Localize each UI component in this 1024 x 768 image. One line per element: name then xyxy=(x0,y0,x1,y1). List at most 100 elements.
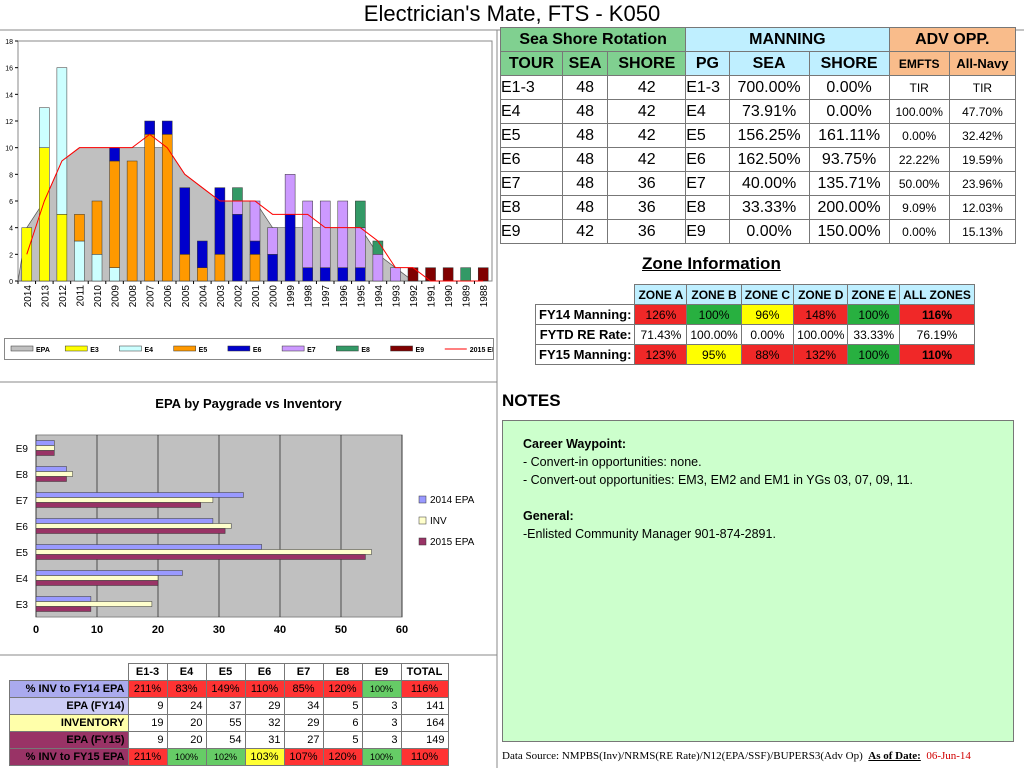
manning-cell: 93.75% xyxy=(808,147,890,172)
legend-swatch xyxy=(173,345,196,352)
bar-e5 xyxy=(74,214,85,242)
chart2-title: EPA by Paygrade vs Inventory xyxy=(155,396,342,411)
bar-e5 xyxy=(109,160,120,268)
inv-cell: 9 xyxy=(127,731,168,749)
inv-cell: 29 xyxy=(244,697,285,715)
bar-e6 xyxy=(284,214,296,282)
bar-e6 xyxy=(144,120,155,135)
manning-cell: 42 xyxy=(607,75,687,100)
zone-title: Zone Information xyxy=(642,254,781,273)
inv-cell: 3 xyxy=(361,731,402,749)
manning-cell: 42 xyxy=(607,99,687,124)
notes-line: - Convert-out opportunities: EM3, EM2 an… xyxy=(523,473,914,487)
manning-cell: 700.00% xyxy=(728,75,810,100)
x-tick-label: 2007 xyxy=(146,285,157,308)
inv-cell: 149% xyxy=(205,680,246,698)
col-manning-shore: SHORE xyxy=(808,51,890,76)
inv-row-label: % INV to FY15 EPA xyxy=(9,748,129,766)
inv-header: E6 xyxy=(244,663,285,681)
zone-cell: 100% xyxy=(847,304,901,325)
y-tick-label: E7 xyxy=(16,496,29,507)
y-tick-label: 6 xyxy=(9,199,13,206)
x-tick-label: 60 xyxy=(396,624,408,636)
zone-cell: 100% xyxy=(847,344,901,365)
x-tick-label: 1996 xyxy=(339,285,350,308)
inv-cell: 9 xyxy=(127,697,168,715)
y-tick-label: E5 xyxy=(16,548,29,559)
bar-e7 xyxy=(232,200,243,215)
bar-e5 xyxy=(91,200,103,255)
notes-line: - Convert-in opportunities: none. xyxy=(523,455,702,469)
manning-cell: 19.59% xyxy=(948,147,1017,172)
inv-header: TOTAL xyxy=(400,663,449,681)
bar-e6 xyxy=(337,267,349,282)
manning-cell: E4 xyxy=(500,99,563,124)
bar-2015-epa xyxy=(35,580,159,586)
y-tick-label: E3 xyxy=(16,600,29,611)
manning-cell: 9.09% xyxy=(888,195,950,220)
zone-cell: 148% xyxy=(793,304,849,325)
bar-e8 xyxy=(232,187,243,202)
y-tick-label: 2 xyxy=(9,252,13,259)
x-tick-label: 1989 xyxy=(462,285,473,308)
bar-e7 xyxy=(319,200,331,268)
data-source: Data Source: NMPBS(Inv)/NRMS(RE Rate)/N1… xyxy=(502,750,971,762)
col-emfts: EMFTS xyxy=(888,51,950,76)
x-tick-label: 1990 xyxy=(444,285,455,308)
x-tick-label: 50 xyxy=(335,624,347,636)
col-pg: PG xyxy=(685,51,730,76)
manning-cell: 48 xyxy=(561,123,609,148)
legend-swatch xyxy=(10,345,34,352)
manning-cell: E4 xyxy=(685,99,730,124)
manning-cell: 0.00% xyxy=(808,75,890,100)
manning-cell: E6 xyxy=(685,147,730,172)
y-tick-label: 14 xyxy=(5,92,13,99)
col-manning-sea: SEA xyxy=(728,51,810,76)
manning-cell: E6 xyxy=(500,147,563,172)
legend-swatch xyxy=(64,345,88,352)
x-tick-label: 1997 xyxy=(321,285,332,308)
chart1-legend: EPA E3 E4 E5 E6 E7 E8 E9 2015 EPA xyxy=(4,338,501,360)
x-tick-label: 1988 xyxy=(479,285,490,308)
bar-e6 xyxy=(267,254,278,282)
x-tick-label: 20 xyxy=(152,624,164,636)
inv-cell: 110% xyxy=(244,680,285,698)
bar-e8 xyxy=(372,240,384,255)
bar-e4 xyxy=(91,254,103,282)
x-tick-label: 1991 xyxy=(427,285,438,308)
inv-cell: 32 xyxy=(244,714,285,732)
bar-2014-epa xyxy=(35,570,183,576)
legend-label: E5 xyxy=(199,347,208,354)
manning-cell: 0.00% xyxy=(808,99,890,124)
x-tick-label: 1995 xyxy=(356,285,367,308)
bar-e6 xyxy=(109,147,120,162)
bar-e5 xyxy=(249,254,261,282)
bar-e7 xyxy=(302,200,313,268)
x-tick-label: 2008 xyxy=(128,285,139,308)
y-tick-label: 8 xyxy=(9,172,13,179)
inv-header: E9 xyxy=(361,663,402,681)
bar-e6 xyxy=(161,120,173,135)
col-shore: SHORE xyxy=(607,51,687,76)
inventory-table: E1-3 E4 E5 E6 E7 E8 E9 TOTAL % INV to FY… xyxy=(9,663,449,766)
manning-cell: 48 xyxy=(561,171,609,196)
inv-cell: 100% xyxy=(361,680,402,698)
bar-e7 xyxy=(249,200,261,242)
bar-e7 xyxy=(355,227,366,268)
zone-cell: 100.00% xyxy=(793,324,849,345)
notes-line: -Enlisted Community Manager 901-874-2891… xyxy=(523,527,776,541)
y-tick-label: E4 xyxy=(16,574,29,585)
zone-header-b: ZONE B xyxy=(686,284,742,305)
manning-cell: 162.50% xyxy=(728,147,810,172)
legend-swatch xyxy=(336,345,359,352)
bar-inv xyxy=(35,549,372,555)
bar-e8 xyxy=(460,267,471,282)
manning-cell: 42 xyxy=(607,147,687,172)
zone-cell: 96% xyxy=(740,304,795,325)
legend-label: 2014 EPA xyxy=(430,495,475,506)
bar-e6 xyxy=(355,267,366,282)
manning-cell: 48 xyxy=(561,75,609,100)
bar-2015-epa xyxy=(35,606,92,612)
y-tick-label: 10 xyxy=(5,146,13,153)
legend-label: E3 xyxy=(90,347,99,354)
